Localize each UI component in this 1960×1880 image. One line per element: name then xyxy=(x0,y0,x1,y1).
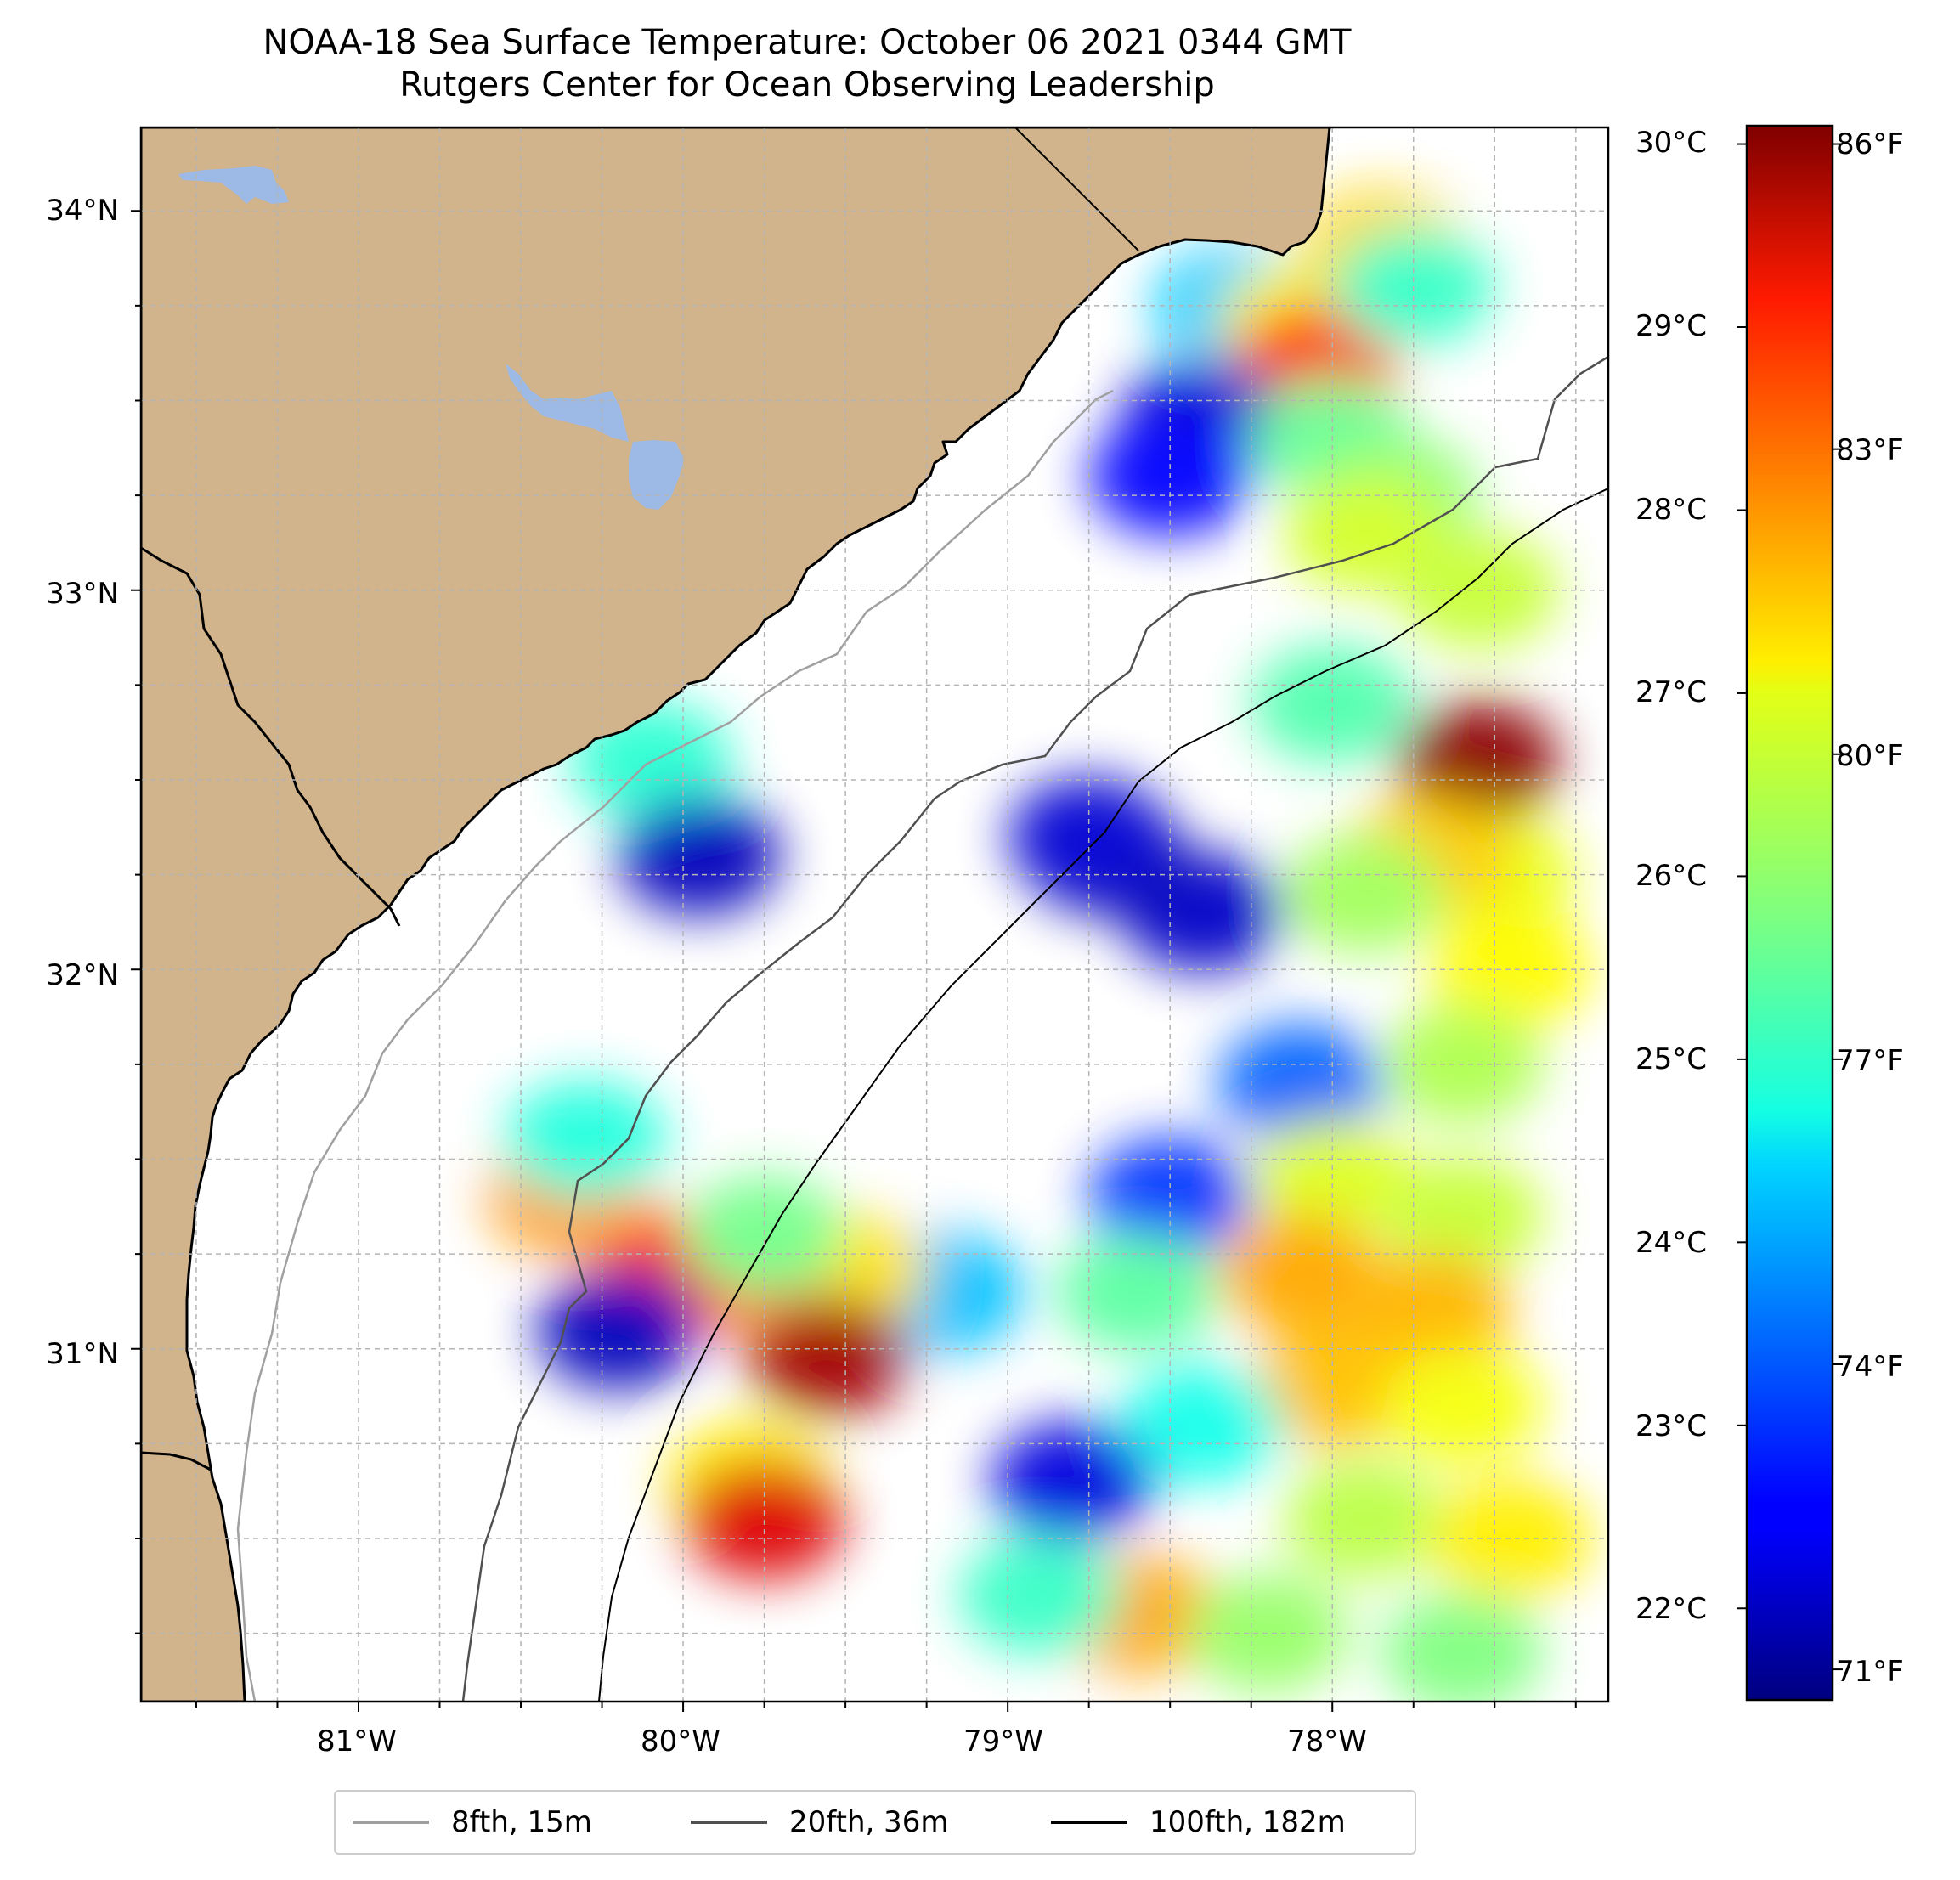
lon-tick-79: 79°W xyxy=(963,1725,1043,1759)
lat-tick-34: 34°N xyxy=(46,194,119,228)
legend-label-100fth: 100fth, 182m xyxy=(1149,1805,1346,1839)
state-boundary-nc-sc xyxy=(1014,127,1139,251)
lake-marion xyxy=(506,364,629,442)
lat-tick-33: 33°N xyxy=(46,577,119,611)
sst-patch-34 xyxy=(959,1535,1121,1655)
colorbar-tick-74f: 74°F xyxy=(1836,1350,1904,1384)
sst-patch-24 xyxy=(1056,1232,1218,1352)
legend-label-20fth: 20fth, 36m xyxy=(789,1805,949,1839)
colorbar-tick-29c: 29°C xyxy=(1635,309,1708,343)
axis-ticks xyxy=(131,210,1577,1712)
sst-patch-49 xyxy=(1251,644,1414,764)
sst-data-layer xyxy=(489,189,1592,1702)
lon-tick-80: 80°W xyxy=(641,1725,720,1759)
colorbar-tick-23c: 23°C xyxy=(1635,1409,1708,1443)
colorbar-tick-83f: 83°F xyxy=(1836,433,1904,467)
sst-patch-47 xyxy=(619,796,781,916)
sst-patch-29 xyxy=(1284,1459,1446,1579)
sst-patch-42 xyxy=(505,1081,667,1200)
sst-patch-14 xyxy=(1430,910,1592,1030)
chart-title: NOAA-18 Sea Surface Temperature: October… xyxy=(263,23,1352,62)
sst-patch-48 xyxy=(1008,776,1170,896)
lon-tick-78: 78°W xyxy=(1287,1725,1367,1759)
sst-patch-40 xyxy=(537,1270,699,1390)
colorbar-tick-24c: 24°C xyxy=(1635,1226,1708,1260)
state-boundary-ga-fl xyxy=(141,1451,212,1471)
colorbar-tick-22c: 22°C xyxy=(1635,1592,1708,1626)
colorbar-tick-28c: 28°C xyxy=(1635,493,1708,527)
lat-tick-32: 32°N xyxy=(46,958,119,992)
gridlines xyxy=(141,127,1608,1702)
chart-subtitle: Rutgers Center for Ocean Observing Leade… xyxy=(399,65,1215,104)
sst-patch-27 xyxy=(1121,1365,1284,1485)
sst-patch-10 xyxy=(1398,701,1560,821)
contour-20fth-36m xyxy=(461,355,1608,1702)
legend-label-8fth: 8fth, 15m xyxy=(451,1805,592,1839)
sst-patch-25 xyxy=(1251,1327,1414,1447)
lake-north xyxy=(178,166,289,204)
map-frame xyxy=(139,126,1610,1703)
colorbar-tick-25c: 25°C xyxy=(1635,1042,1708,1076)
land-mass xyxy=(141,127,1331,1702)
colorbar-tick-77f: 77°F xyxy=(1836,1044,1904,1078)
colorbar-tick-26c: 26°C xyxy=(1635,859,1708,893)
colorbar-tick-71f: 71°F xyxy=(1836,1655,1904,1689)
sst-patch-30 xyxy=(1430,1479,1592,1599)
sst-patch-13 xyxy=(1284,833,1446,953)
lon-tick-81: 81°W xyxy=(317,1725,397,1759)
sst-patch-17 xyxy=(1219,1024,1381,1143)
contour-100fth-182m xyxy=(598,488,1608,1702)
contour-legend: 8fth, 15m 20fth, 36m 100fth, 182m xyxy=(334,1790,1416,1855)
legend-swatch-100fth xyxy=(1051,1821,1127,1824)
legend-item-20fth: 20fth, 36m xyxy=(691,1792,949,1853)
sst-patch-23 xyxy=(1348,1251,1511,1371)
legend-item-100fth: 100fth, 182m xyxy=(1051,1792,1346,1853)
legend-item-8fth: 8fth, 15m xyxy=(353,1792,592,1853)
sst-patch-9 xyxy=(1284,473,1446,593)
colorbar-tick-27c: 27°C xyxy=(1635,675,1708,709)
legend-swatch-8fth xyxy=(353,1821,429,1824)
sst-patch-22 xyxy=(1219,1213,1381,1333)
sst-patch-37 xyxy=(748,1296,911,1416)
colorbar-tick-80f: 80°F xyxy=(1836,739,1904,773)
sst-patch-33 xyxy=(1381,1592,1544,1702)
colorbar xyxy=(1745,124,1834,1702)
lake-moultrie xyxy=(629,440,684,510)
sst-patch-45 xyxy=(683,1459,845,1579)
lat-tick-31: 31°N xyxy=(46,1337,119,1371)
colorbar-ticks xyxy=(1737,143,1843,1671)
sst-patch-28 xyxy=(991,1422,1154,1542)
legend-swatch-20fth xyxy=(691,1821,767,1824)
colorbar-tick-86f: 86°F xyxy=(1836,127,1904,161)
contour-8fth-15m xyxy=(236,389,1114,1702)
sst-patch-21 xyxy=(1381,1156,1544,1276)
colorbar-tick-30c: 30°C xyxy=(1635,126,1708,160)
sst-patch-26 xyxy=(1381,1346,1544,1465)
